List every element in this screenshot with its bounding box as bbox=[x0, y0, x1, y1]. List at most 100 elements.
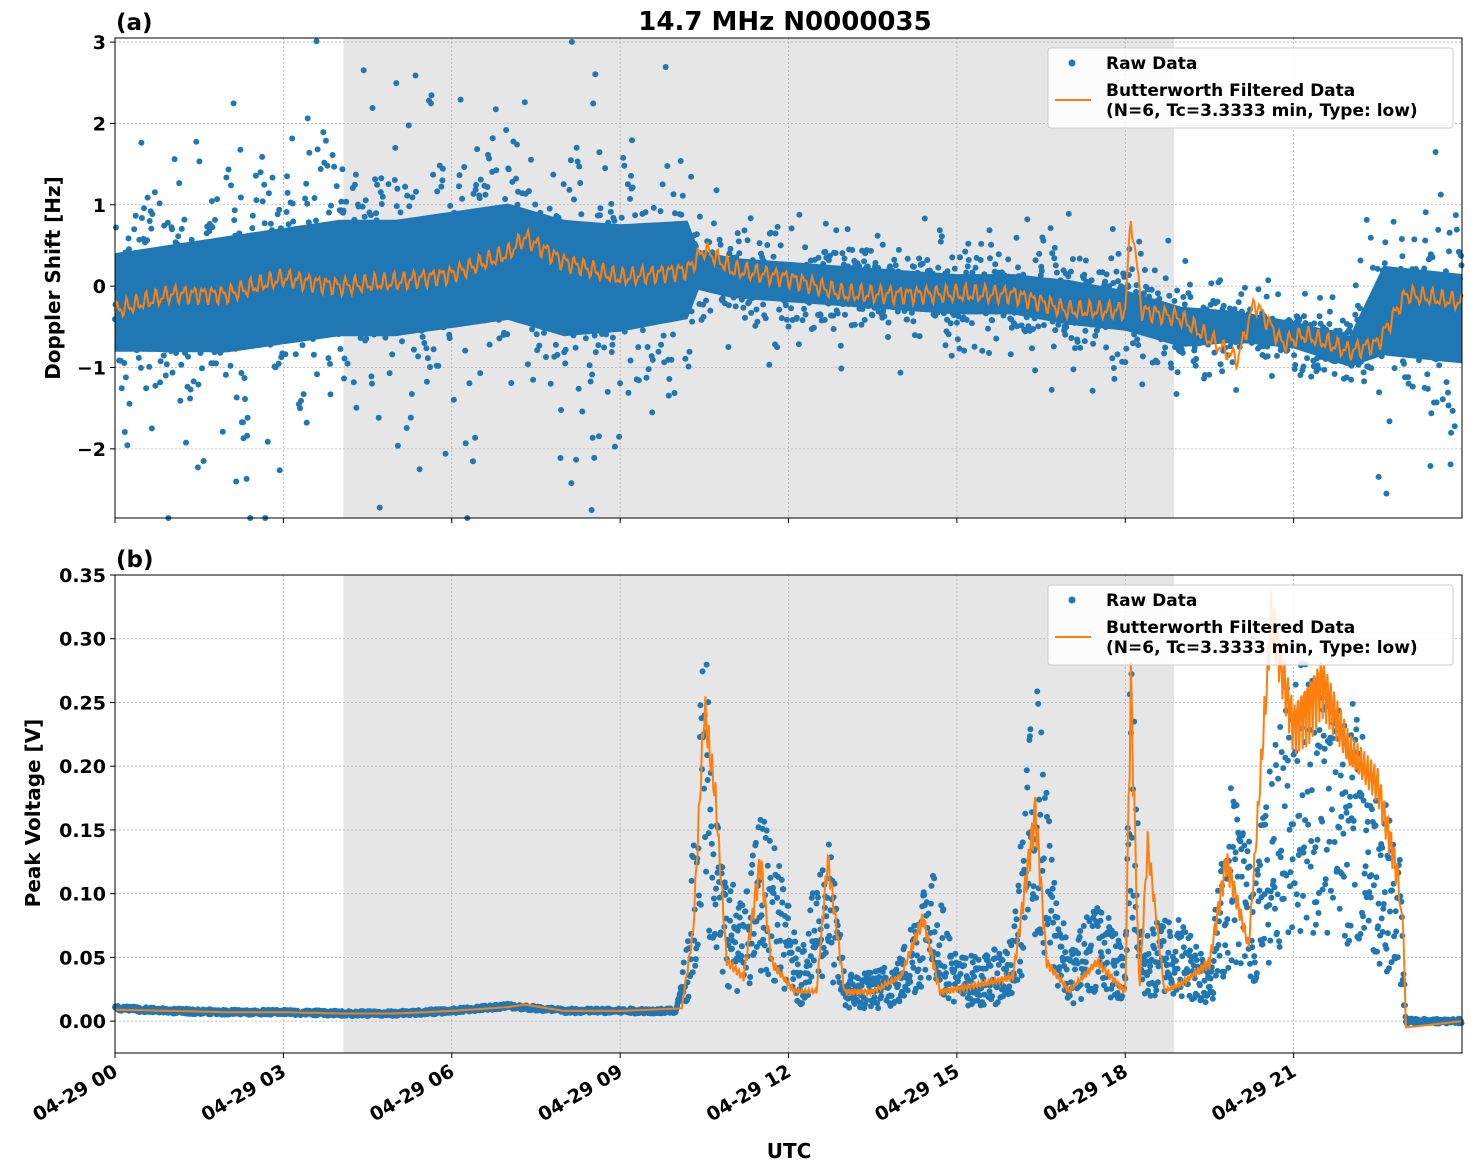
raw-data-point bbox=[1254, 871, 1261, 878]
panel-b: 0.000.050.100.150.200.250.300.35 04-29 0… bbox=[21, 547, 1465, 1163]
raw-data-point bbox=[1313, 750, 1320, 757]
raw-data-point bbox=[1171, 298, 1178, 304]
raw-data-point bbox=[1249, 944, 1256, 951]
raw-data-point bbox=[351, 181, 358, 188]
raw-data-point bbox=[705, 830, 712, 837]
raw-data-point bbox=[830, 326, 837, 332]
raw-data-point bbox=[576, 163, 583, 170]
raw-data-point bbox=[1238, 873, 1245, 880]
raw-data-point bbox=[132, 212, 139, 219]
raw-data-point bbox=[957, 254, 963, 261]
raw-data-point bbox=[711, 930, 718, 937]
raw-data-point bbox=[972, 264, 979, 271]
raw-data-point bbox=[1187, 947, 1193, 954]
raw-data-point bbox=[176, 180, 183, 187]
raw-data-point bbox=[1004, 950, 1011, 957]
raw-data-point bbox=[135, 354, 142, 361]
raw-data-point bbox=[496, 335, 503, 342]
raw-data-point bbox=[144, 194, 151, 201]
raw-data-point bbox=[1089, 387, 1096, 394]
raw-data-point bbox=[1168, 364, 1175, 371]
raw-data-point bbox=[948, 352, 955, 359]
raw-data-point bbox=[1381, 260, 1388, 267]
raw-data-point bbox=[1256, 887, 1263, 894]
raw-data-point bbox=[1281, 803, 1288, 810]
raw-data-point bbox=[763, 827, 770, 834]
raw-data-point bbox=[470, 458, 476, 465]
raw-data-point bbox=[430, 171, 437, 178]
raw-data-point bbox=[1022, 328, 1029, 335]
raw-data-point bbox=[1348, 376, 1355, 383]
raw-data-point bbox=[806, 962, 813, 969]
raw-data-point bbox=[635, 344, 642, 351]
raw-data-point bbox=[1007, 962, 1014, 969]
raw-data-point bbox=[579, 408, 586, 415]
raw-data-point bbox=[713, 885, 719, 892]
raw-data-point bbox=[844, 226, 851, 233]
raw-data-point bbox=[1053, 900, 1060, 907]
raw-data-point bbox=[378, 201, 385, 207]
legend-line: Butterworth Filtered Data bbox=[1106, 81, 1355, 101]
raw-data-point bbox=[736, 250, 743, 257]
raw-data-point bbox=[1304, 355, 1311, 362]
raw-data-point bbox=[679, 969, 686, 976]
raw-data-point bbox=[1102, 278, 1108, 285]
raw-data-point bbox=[770, 884, 776, 891]
raw-data-point bbox=[1398, 236, 1405, 242]
raw-data-point bbox=[649, 356, 656, 363]
raw-data-point bbox=[700, 301, 706, 308]
raw-data-point bbox=[888, 992, 895, 999]
raw-data-point bbox=[917, 974, 924, 981]
raw-data-point bbox=[1291, 352, 1298, 359]
y-tick-label: 2 bbox=[93, 113, 106, 135]
raw-data-point bbox=[1062, 949, 1069, 956]
raw-data-point bbox=[486, 341, 493, 348]
raw-data-point bbox=[1386, 418, 1393, 425]
raw-data-point bbox=[1048, 856, 1055, 863]
raw-data-point bbox=[1399, 253, 1406, 260]
raw-data-point bbox=[732, 939, 739, 946]
raw-data-point bbox=[822, 949, 829, 956]
raw-data-point bbox=[399, 338, 405, 345]
raw-data-point bbox=[313, 217, 319, 224]
raw-data-point bbox=[1022, 810, 1029, 817]
raw-data-point bbox=[708, 823, 715, 830]
raw-data-point bbox=[616, 433, 623, 440]
raw-data-point bbox=[1034, 688, 1041, 695]
raw-data-point bbox=[978, 240, 985, 247]
raw-data-point bbox=[993, 335, 1000, 342]
raw-data-point bbox=[741, 227, 748, 234]
raw-data-point bbox=[629, 137, 635, 144]
raw-data-point bbox=[1092, 332, 1099, 339]
raw-data-point bbox=[508, 380, 515, 386]
raw-data-point bbox=[738, 952, 745, 959]
raw-data-point bbox=[1360, 369, 1367, 376]
raw-data-point bbox=[1233, 802, 1240, 809]
raw-data-point bbox=[989, 317, 996, 324]
raw-data-point bbox=[502, 196, 509, 202]
raw-data-point bbox=[954, 336, 961, 343]
raw-data-point bbox=[794, 961, 801, 968]
raw-data-point bbox=[730, 881, 737, 888]
raw-data-point bbox=[175, 233, 182, 240]
panel-a-x-ticks bbox=[114, 518, 1295, 523]
raw-data-point bbox=[1036, 796, 1043, 803]
raw-data-point bbox=[300, 391, 307, 398]
raw-data-point bbox=[666, 376, 673, 382]
raw-data-point bbox=[314, 146, 321, 153]
raw-data-point bbox=[573, 456, 580, 463]
raw-data-point bbox=[412, 72, 419, 79]
raw-data-point bbox=[243, 475, 250, 482]
raw-data-point bbox=[790, 976, 797, 982]
raw-data-point bbox=[276, 206, 283, 213]
raw-data-point bbox=[991, 946, 998, 953]
raw-data-point bbox=[264, 438, 271, 445]
raw-data-point bbox=[121, 429, 128, 435]
raw-data-point bbox=[1062, 934, 1069, 941]
raw-data-point bbox=[304, 200, 311, 207]
raw-data-point bbox=[696, 213, 703, 220]
raw-data-point bbox=[658, 341, 665, 348]
raw-data-point bbox=[748, 309, 755, 316]
raw-data-point bbox=[1054, 982, 1061, 989]
